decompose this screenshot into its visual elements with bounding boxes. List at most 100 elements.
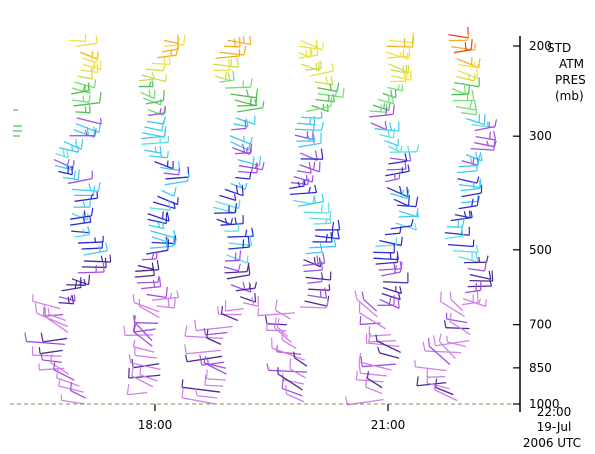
wind-barb-feather xyxy=(98,124,101,133)
wind-barb-feather xyxy=(403,71,406,79)
wind-barb xyxy=(358,361,392,371)
wind-barb-feather xyxy=(131,365,134,377)
wind-barb xyxy=(307,280,322,284)
wind-barb-feather xyxy=(289,358,292,369)
wind-barb-feather xyxy=(242,143,246,153)
wind-barb-feather xyxy=(392,104,395,115)
wind-barb-feather xyxy=(472,181,475,190)
wind-barb-feather xyxy=(238,37,241,47)
pressure-tick-label: 850 xyxy=(529,361,552,375)
wind-barb-feather xyxy=(151,72,155,80)
wind-barb xyxy=(132,331,153,347)
wind-barb xyxy=(70,389,86,399)
wind-barb-feather xyxy=(132,321,136,332)
wind-barb xyxy=(161,189,175,197)
wind-barb-feather xyxy=(389,122,393,131)
wind-barb xyxy=(309,70,334,77)
wind-barb-feather xyxy=(312,161,316,170)
wind-barb xyxy=(69,221,91,226)
wind-barb-feather xyxy=(404,153,408,162)
wind-barb-feather xyxy=(397,293,401,300)
wind-barb-feather xyxy=(471,198,474,207)
wind-barb xyxy=(127,391,148,396)
wind-barb xyxy=(379,133,394,139)
wind-barb xyxy=(224,188,244,197)
wind-barb xyxy=(42,314,69,334)
wind-barb xyxy=(163,39,179,44)
wind-barb xyxy=(235,287,256,292)
wind-barb-feather xyxy=(293,351,296,358)
wind-barb-feather xyxy=(159,145,162,154)
wind-barb xyxy=(213,63,239,68)
wind-barb xyxy=(386,186,408,198)
wind-barb-feather xyxy=(332,93,335,102)
wind-barb-feather xyxy=(183,35,186,45)
wind-barb-feather xyxy=(248,283,251,290)
wind-barb-feather xyxy=(237,263,241,272)
wind-barb xyxy=(133,302,160,313)
wind-barb-feather xyxy=(158,277,162,287)
wind-barb-feather xyxy=(157,222,160,228)
wind-barb-feather xyxy=(393,262,396,270)
wind-barb-feather xyxy=(83,210,86,217)
wind-barb-feather xyxy=(173,186,177,197)
wind-barb xyxy=(219,194,236,202)
wind-barb xyxy=(289,185,305,190)
wind-barb xyxy=(58,302,74,305)
wind-barb xyxy=(197,395,218,399)
wind-barb xyxy=(458,165,478,168)
wind-barb-feather xyxy=(375,334,378,342)
wind-barb-feather xyxy=(313,116,316,125)
wind-barb xyxy=(186,349,221,355)
wind-barb xyxy=(147,109,164,116)
wind-barb xyxy=(307,294,327,299)
wind-barb xyxy=(305,276,331,281)
wind-barb-feather xyxy=(167,298,170,308)
wind-barb-feather xyxy=(320,122,324,131)
wind-barb xyxy=(273,326,292,344)
wind-profile-column xyxy=(123,34,190,396)
wind-barb xyxy=(228,246,250,250)
wind-barb-feather xyxy=(82,201,86,208)
wind-barb-feather xyxy=(488,270,492,280)
wind-barb-feather xyxy=(254,281,257,289)
wind-barb-feather xyxy=(236,57,240,68)
wind-barb-feather xyxy=(402,49,405,57)
wind-barb xyxy=(434,389,458,402)
wind-barb-feather xyxy=(366,371,370,379)
wind-barb-feather xyxy=(494,119,497,127)
wind-barb xyxy=(457,177,478,184)
wind-barb-feather xyxy=(96,191,99,199)
wind-barb-feather xyxy=(416,208,419,217)
wind-barb xyxy=(39,349,63,355)
wind-barb-feather xyxy=(87,226,91,235)
wind-barb xyxy=(141,286,161,290)
wind-barb xyxy=(397,204,417,208)
wind-barb-feather xyxy=(156,260,160,270)
wind-barb xyxy=(71,99,90,103)
wind-barb xyxy=(303,269,323,273)
time-axis: 18:00 21:00 xyxy=(138,404,405,432)
wind-barb xyxy=(384,232,400,236)
wind-barb-feather xyxy=(168,200,171,211)
wind-barb-feather xyxy=(399,286,403,294)
wind-barb xyxy=(156,305,175,309)
wind-barb-feather xyxy=(82,228,86,236)
wind-barb xyxy=(454,81,480,88)
wind-barb-feather xyxy=(470,210,473,218)
wind-barb-feather xyxy=(206,357,209,366)
wind-barb xyxy=(36,312,68,328)
wind-barb-feather xyxy=(367,332,372,343)
wind-barb-feather xyxy=(217,306,220,315)
wind-barb-feather xyxy=(336,228,340,239)
wind-barb xyxy=(201,361,225,366)
wind-barb-feather xyxy=(331,229,334,239)
wind-barb xyxy=(161,48,179,53)
wind-profile-column xyxy=(24,34,112,405)
wind-barb-feather xyxy=(422,341,426,352)
wind-barb-feather xyxy=(415,196,419,207)
wind-barb-feather xyxy=(88,105,91,113)
wind-barb xyxy=(157,54,177,59)
wind-barb-feather xyxy=(443,320,447,328)
wind-barb xyxy=(454,213,471,219)
